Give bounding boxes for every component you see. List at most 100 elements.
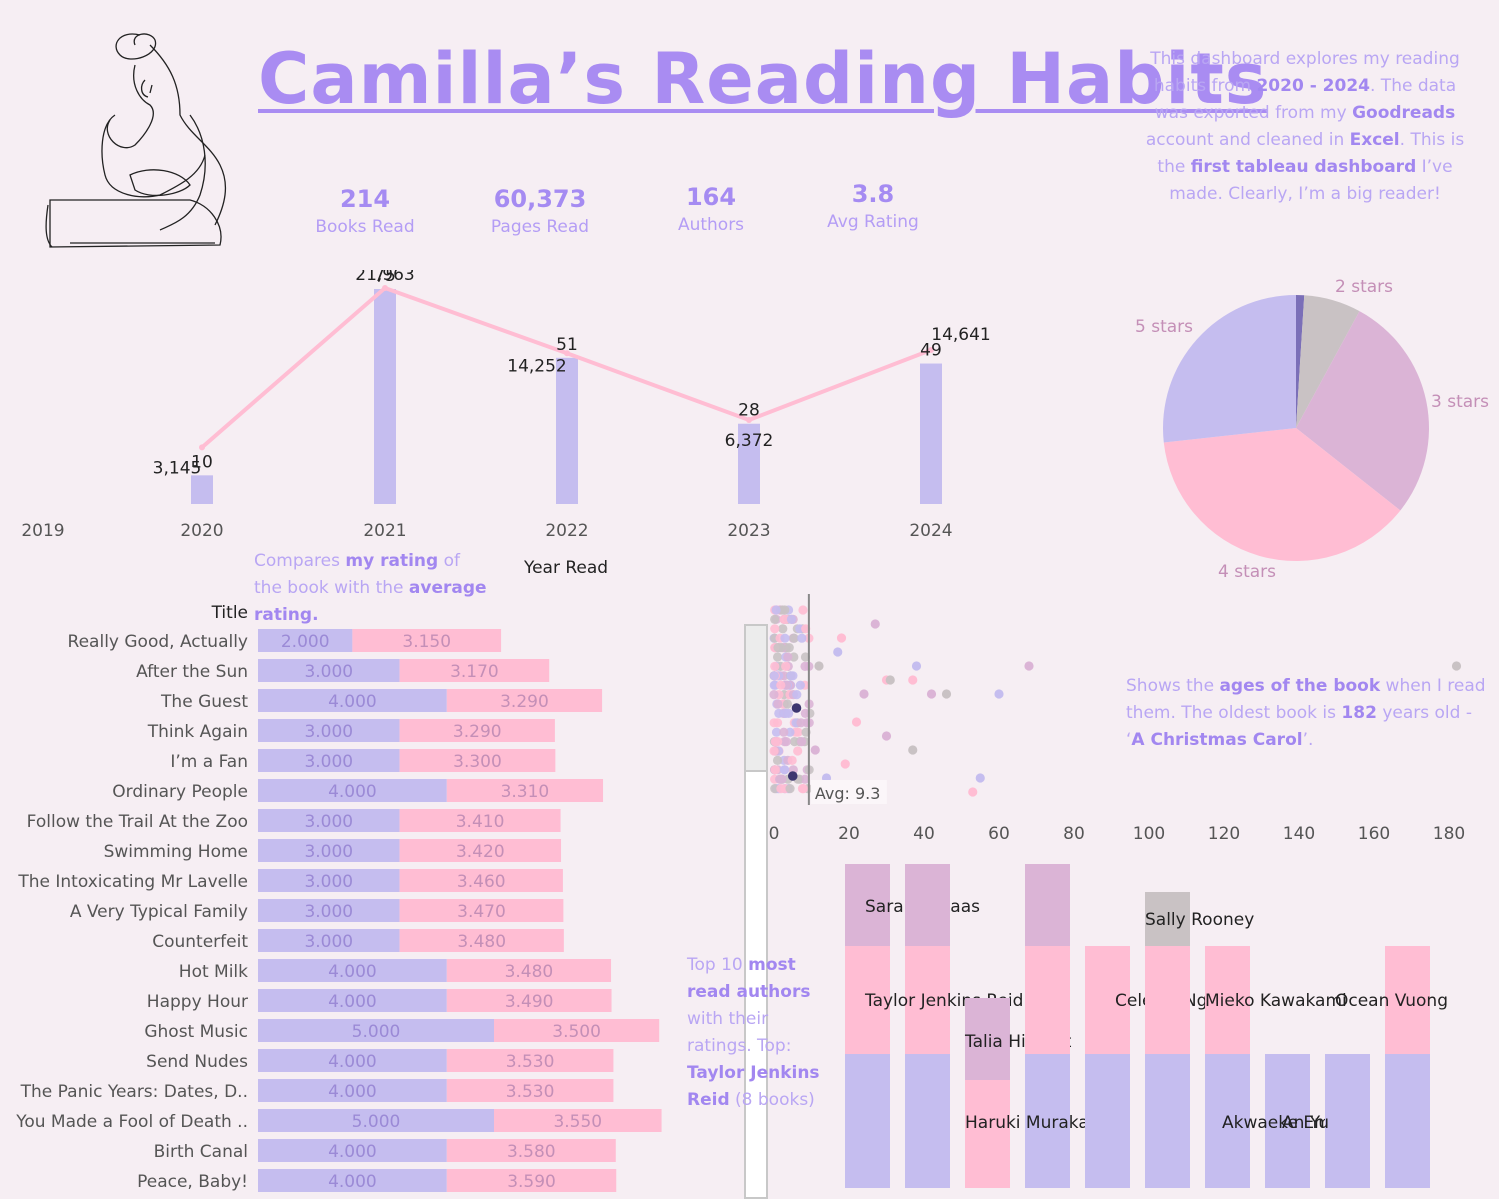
year-bar	[920, 363, 942, 504]
my-rating-bar	[258, 959, 447, 982]
author-bar-segment	[905, 1054, 950, 1188]
intro-text: This dashboard explores my reading habit…	[1140, 46, 1470, 208]
scatter-point	[797, 784, 808, 794]
avg-rating-label: 3.590	[507, 1172, 556, 1192]
scatter-point	[797, 737, 807, 747]
scatter-point	[782, 699, 793, 709]
bar-value-label: 10	[191, 452, 213, 472]
scatter-point	[776, 784, 786, 794]
scatter-point	[797, 633, 807, 643]
avg-rating-label: 3.580	[507, 1142, 556, 1162]
scatter-point	[772, 755, 783, 765]
my-rating-bar	[258, 839, 400, 862]
scatter-point	[800, 774, 810, 784]
pie-slice	[1296, 295, 1360, 428]
scatter-point	[769, 746, 779, 756]
my-rating-label: 4.000	[328, 962, 377, 982]
scatter-point	[994, 689, 1004, 699]
scatter-point	[908, 745, 918, 755]
note-fragment: Compares	[254, 551, 346, 571]
scatter-point	[787, 755, 797, 765]
my-rating-bar	[258, 689, 447, 712]
scatter-point	[786, 614, 797, 624]
note-fragment: of the book with the	[254, 551, 460, 598]
pie-slice	[1163, 428, 1401, 561]
x-tick-label: 2021	[363, 521, 406, 541]
my-rating-bar	[258, 1139, 447, 1162]
kpi-label: Authors	[677, 215, 745, 235]
my-rating-label: 4.000	[328, 1142, 377, 1162]
note-fragment: average	[408, 578, 487, 598]
scatter-point	[968, 787, 978, 797]
my-rating-label: 4.000	[328, 992, 377, 1012]
scatter-point	[772, 718, 783, 728]
kpi-label: Books Read	[315, 217, 415, 237]
pages-point	[928, 347, 934, 354]
author-bar-segment	[1145, 892, 1190, 946]
pie-label: 5 stars	[1135, 317, 1193, 337]
average-label-bg	[810, 780, 887, 804]
kpi-value: 164	[685, 183, 737, 211]
note-fragment: most read authors	[687, 955, 811, 1002]
author-bar-segment	[1025, 1054, 1070, 1188]
pages-point	[746, 417, 752, 424]
scrollbar-thumb[interactable]	[744, 624, 768, 772]
x-tick-label: 0	[769, 824, 780, 844]
my-rating-label: 5.000	[352, 1022, 401, 1042]
scatter-point	[795, 680, 805, 690]
scatter-point	[800, 652, 811, 662]
author-label: Akwaeke Emezi	[1222, 1113, 1355, 1133]
avg-rating-bar	[446, 689, 603, 712]
my-rating-bar	[258, 629, 353, 652]
line-value-label: 14,252	[507, 356, 566, 376]
note-fragment: years old - ‘	[1126, 703, 1472, 750]
x-tick-label: 60	[988, 824, 1010, 844]
title-label: Follow the Trail At the Zoo	[27, 812, 248, 832]
scatter-point	[786, 671, 796, 681]
title-label: Counterfeit	[152, 932, 248, 952]
age-note: Shows the ages of the book when I read t…	[1126, 673, 1486, 754]
kpi-value: 3.8	[851, 180, 895, 208]
title-label: Send Nudes	[146, 1052, 248, 1072]
note-fragment: Top 10	[687, 955, 749, 975]
scatter-point	[840, 759, 850, 769]
scatter-point	[770, 737, 781, 747]
title-label: Birth Canal	[154, 1142, 248, 1162]
avg-rating-label: 3.300	[453, 752, 502, 772]
my-rating-label: 3.000	[304, 812, 353, 832]
avg-rating-bar	[399, 929, 564, 952]
x-tick-label: 40	[913, 824, 935, 844]
note-fragment: This dashboard explores my reading habit…	[1150, 49, 1460, 96]
year-bar	[556, 357, 578, 504]
year-bar	[738, 423, 760, 504]
author-bar-segment	[1025, 946, 1070, 1054]
scatter-point	[787, 771, 798, 781]
scatter-point	[941, 689, 952, 699]
note-fragment: . This is the	[1157, 130, 1465, 177]
avg-rating-label: 3.420	[456, 842, 505, 862]
pie-label: 2 stars	[1335, 277, 1393, 297]
my-rating-label: 5.000	[352, 1112, 401, 1132]
kpi-authors: 164 Authors	[646, 183, 776, 235]
author-bar-segment	[965, 998, 1010, 1080]
scatter-point	[773, 643, 783, 653]
pie-slice	[1296, 295, 1305, 428]
bar-value-label: 28	[738, 401, 760, 421]
scatter-point	[1024, 661, 1034, 671]
title-label: Really Good, Actually	[68, 632, 248, 652]
note-fragment: 182	[1341, 703, 1377, 723]
note-fragment: my rating	[345, 551, 439, 571]
reading-woman-illustration	[45, 33, 227, 248]
scatter-point	[810, 745, 820, 755]
my-rating-bar	[258, 1109, 494, 1132]
my-rating-bar	[258, 989, 447, 1012]
title-label: You Made a Fool of Death ..	[15, 1112, 248, 1132]
title-label: The Intoxicating Mr Lavelle	[17, 872, 248, 892]
kpi-label: Avg Rating	[827, 212, 919, 232]
title-label: Swimming Home	[104, 842, 248, 862]
title-label: Ghost Music	[144, 1022, 248, 1042]
avg-rating-label: 3.310	[501, 782, 550, 802]
scatter-point	[774, 708, 784, 718]
my-rating-label: 3.000	[304, 722, 353, 742]
my-rating-bar	[258, 1169, 447, 1192]
